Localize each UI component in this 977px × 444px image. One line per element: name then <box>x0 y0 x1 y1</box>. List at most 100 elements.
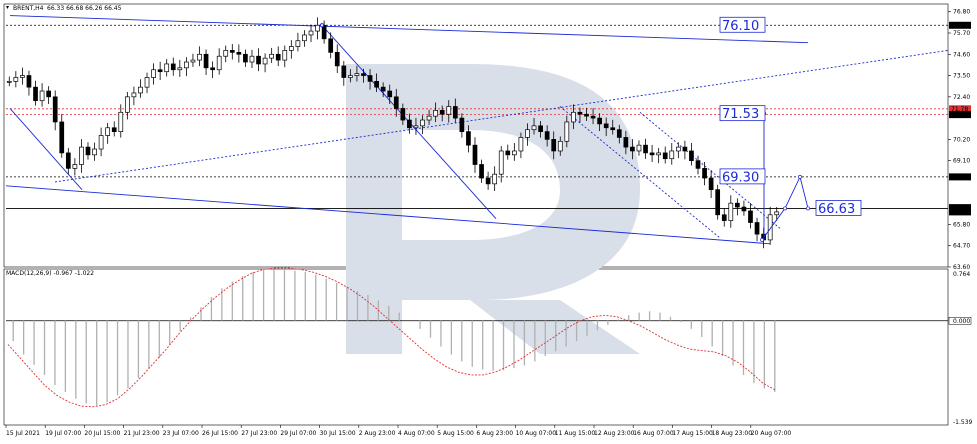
candle-body <box>321 24 327 40</box>
target-label: 66.63 <box>818 202 855 217</box>
candle-body <box>328 38 334 53</box>
time-axis-label: 26 Jul 15:00 <box>202 430 238 437</box>
candle-body <box>479 164 484 179</box>
time-axis-label: 11 Aug 15:00 <box>555 430 596 437</box>
candle-body <box>492 173 498 185</box>
candle-body <box>446 106 452 115</box>
candle-body <box>177 67 183 71</box>
candle-body <box>715 189 721 216</box>
target-label-box <box>719 105 766 122</box>
time-axis-label: 30 Jul 15:00 <box>320 430 356 437</box>
candle-body <box>236 51 242 55</box>
time-axis-label: 21 Jul 23:00 <box>124 430 160 437</box>
candle-body <box>341 65 347 78</box>
price-axis-label: 69.10 <box>953 158 970 165</box>
candle-body <box>708 177 714 190</box>
price-axis-tag <box>949 111 971 119</box>
candle-body <box>348 75 353 78</box>
candle-body <box>472 144 478 165</box>
candle-body <box>636 144 642 152</box>
price-axis-tag <box>949 21 971 29</box>
candle-body <box>111 127 117 132</box>
candle-body <box>288 46 294 51</box>
candle-body <box>203 53 209 69</box>
price-axis-tag <box>949 204 971 212</box>
candle-body <box>623 137 629 148</box>
candle-body <box>498 150 504 175</box>
candle-body <box>656 152 662 156</box>
candle-body <box>13 77 19 82</box>
candle-body <box>610 127 616 131</box>
candle-body <box>164 63 170 73</box>
candle-body <box>387 90 393 98</box>
candle-body <box>459 117 465 132</box>
candle-body <box>413 125 419 129</box>
target-label-box <box>815 200 862 216</box>
candle-body <box>361 73 366 76</box>
candle-body <box>98 135 104 150</box>
candle-body <box>380 86 386 92</box>
price-axis-label: 70.20 <box>953 136 970 143</box>
candle-body <box>735 202 740 208</box>
candle-body <box>728 202 734 221</box>
time-axis-label: 23 Jul 07:00 <box>163 430 199 437</box>
candle-body <box>256 55 261 65</box>
target-label: 71.53 <box>722 107 759 122</box>
candle-body <box>184 61 189 69</box>
candle-body <box>630 146 635 152</box>
macd-axis-tag <box>948 317 972 325</box>
time-axis-label: 19 Jul 07:00 <box>45 430 81 437</box>
time-axis-label: 15 Jul 2021 <box>6 430 40 437</box>
time-axis-label: 29 Jul 07:00 <box>280 430 316 437</box>
price-axis-tag <box>949 208 971 216</box>
candle-body <box>505 150 511 156</box>
price-axis-label: 74.60 <box>953 51 970 58</box>
candle-body <box>584 113 589 117</box>
candle-body <box>275 53 281 61</box>
forecast-path <box>761 175 809 241</box>
window-title-arrow-icon[interactable]: ▾ <box>6 4 9 11</box>
candle-body <box>590 115 596 119</box>
candle-body <box>485 177 491 185</box>
candle-body <box>689 150 694 161</box>
candle-body <box>302 34 307 42</box>
candle-body <box>85 146 91 156</box>
macd-axis-label: 0.000 <box>953 318 970 325</box>
candle-body <box>138 86 143 94</box>
candle-body <box>92 148 97 156</box>
pivot-point <box>319 23 325 28</box>
target-label: 76.10 <box>722 19 759 34</box>
candle-body <box>748 210 753 223</box>
candle-body <box>754 222 760 235</box>
descending-channel-line <box>559 106 721 239</box>
price-axis-label: 76.80 <box>953 9 970 16</box>
candle-body <box>79 146 84 165</box>
time-axis-label: 2 Aug 23:00 <box>359 430 396 437</box>
price-axis-label: 71.78 <box>951 106 968 113</box>
macd-axis-label: 0.764 <box>953 271 970 278</box>
price-axis-label: 64.70 <box>953 243 970 250</box>
time-axis-label: 4 Aug 07:00 <box>398 430 435 437</box>
candle-body <box>151 69 156 78</box>
target-label-box <box>719 168 766 185</box>
candle-body <box>223 50 229 57</box>
candle-body <box>774 211 780 216</box>
time-axis-label: 20 Jul 15:00 <box>84 430 120 437</box>
candle-body <box>557 140 563 152</box>
candle-body <box>26 75 32 88</box>
candle-body <box>433 110 438 117</box>
macd-axis-label: -1.539 <box>953 419 973 426</box>
price-axis-label: 63.60 <box>953 264 970 271</box>
price-axis-label: 68.26 <box>951 174 968 181</box>
time-axis-label: 27 Jul 23:00 <box>241 430 277 437</box>
candle-body <box>190 59 196 63</box>
time-axis-label: 12 Aug 23:00 <box>594 430 635 437</box>
macd-signal-line <box>7 267 776 408</box>
candle-body <box>682 146 688 152</box>
candle-body <box>20 75 25 78</box>
candle-body <box>393 96 399 109</box>
candle-body <box>616 129 622 138</box>
time-axis-label: 10 Aug 07:00 <box>516 430 557 437</box>
target-label: 69.30 <box>722 170 759 185</box>
